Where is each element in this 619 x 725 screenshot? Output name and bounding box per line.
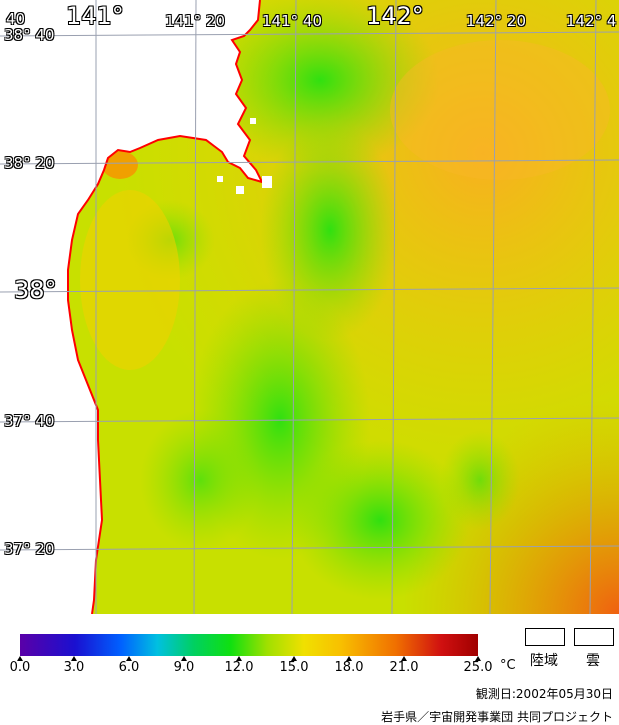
lon-label-142-40: 142° 4 <box>566 12 617 30</box>
land-area <box>0 0 262 614</box>
cloud-legend-box <box>574 628 614 646</box>
sea-surface-temperature-map <box>0 0 619 614</box>
scale-tick-label: 21.0 <box>389 660 419 675</box>
scale-tick <box>401 656 407 661</box>
scale-tick-label: 25.0 <box>463 660 493 675</box>
lat-label-38-40: 38° 40 <box>4 26 55 44</box>
lon-label-141-20: 141° 20 <box>165 12 225 30</box>
lat-label-38: 38° <box>14 276 57 304</box>
graticule <box>0 0 619 614</box>
cloud-legend-label: 雲 <box>586 653 600 669</box>
observation-date: 観測日:2002年05月30日 <box>475 687 613 701</box>
scale-tick <box>346 656 352 661</box>
credit-text: 岩手県／宇宙開発事業団 共同プロジェクト <box>381 710 613 724</box>
scale-tick <box>236 656 242 661</box>
scale-tick <box>181 656 187 661</box>
lat-label-38-20: 38° 20 <box>4 154 55 172</box>
scale-tick-label: 3.0 <box>63 660 85 675</box>
scale-tick-label: 15.0 <box>279 660 309 675</box>
scale-tick <box>17 656 23 661</box>
scale-tick-label: 12.0 <box>224 660 254 675</box>
scale-tick-label: 18.0 <box>334 660 364 675</box>
scale-tick-label: 0.0 <box>9 660 31 675</box>
temperature-color-scale <box>20 634 478 656</box>
lon-label-142: 142° <box>366 2 424 30</box>
scale-tick <box>71 656 77 661</box>
scale-tick-label: 6.0 <box>118 660 140 675</box>
lat-label-37-40: 37° 40 <box>4 412 55 430</box>
coastline <box>67 0 264 614</box>
lon-label-142-20: 142° 20 <box>466 12 526 30</box>
land-legend-label: 陸域 <box>530 653 558 669</box>
lon-label-140-40: 40 <box>6 10 26 28</box>
scale-tick-label: 9.0 <box>173 660 195 675</box>
unit-label: °C <box>500 658 516 673</box>
lon-label-141-40: 141° 40 <box>262 12 322 30</box>
lon-label-141: 141° <box>66 2 124 30</box>
scale-tick <box>126 656 132 661</box>
land-legend-box <box>525 628 565 646</box>
scale-tick <box>475 656 481 661</box>
lat-label-37-20: 37° 20 <box>4 540 55 558</box>
scale-tick <box>291 656 297 661</box>
